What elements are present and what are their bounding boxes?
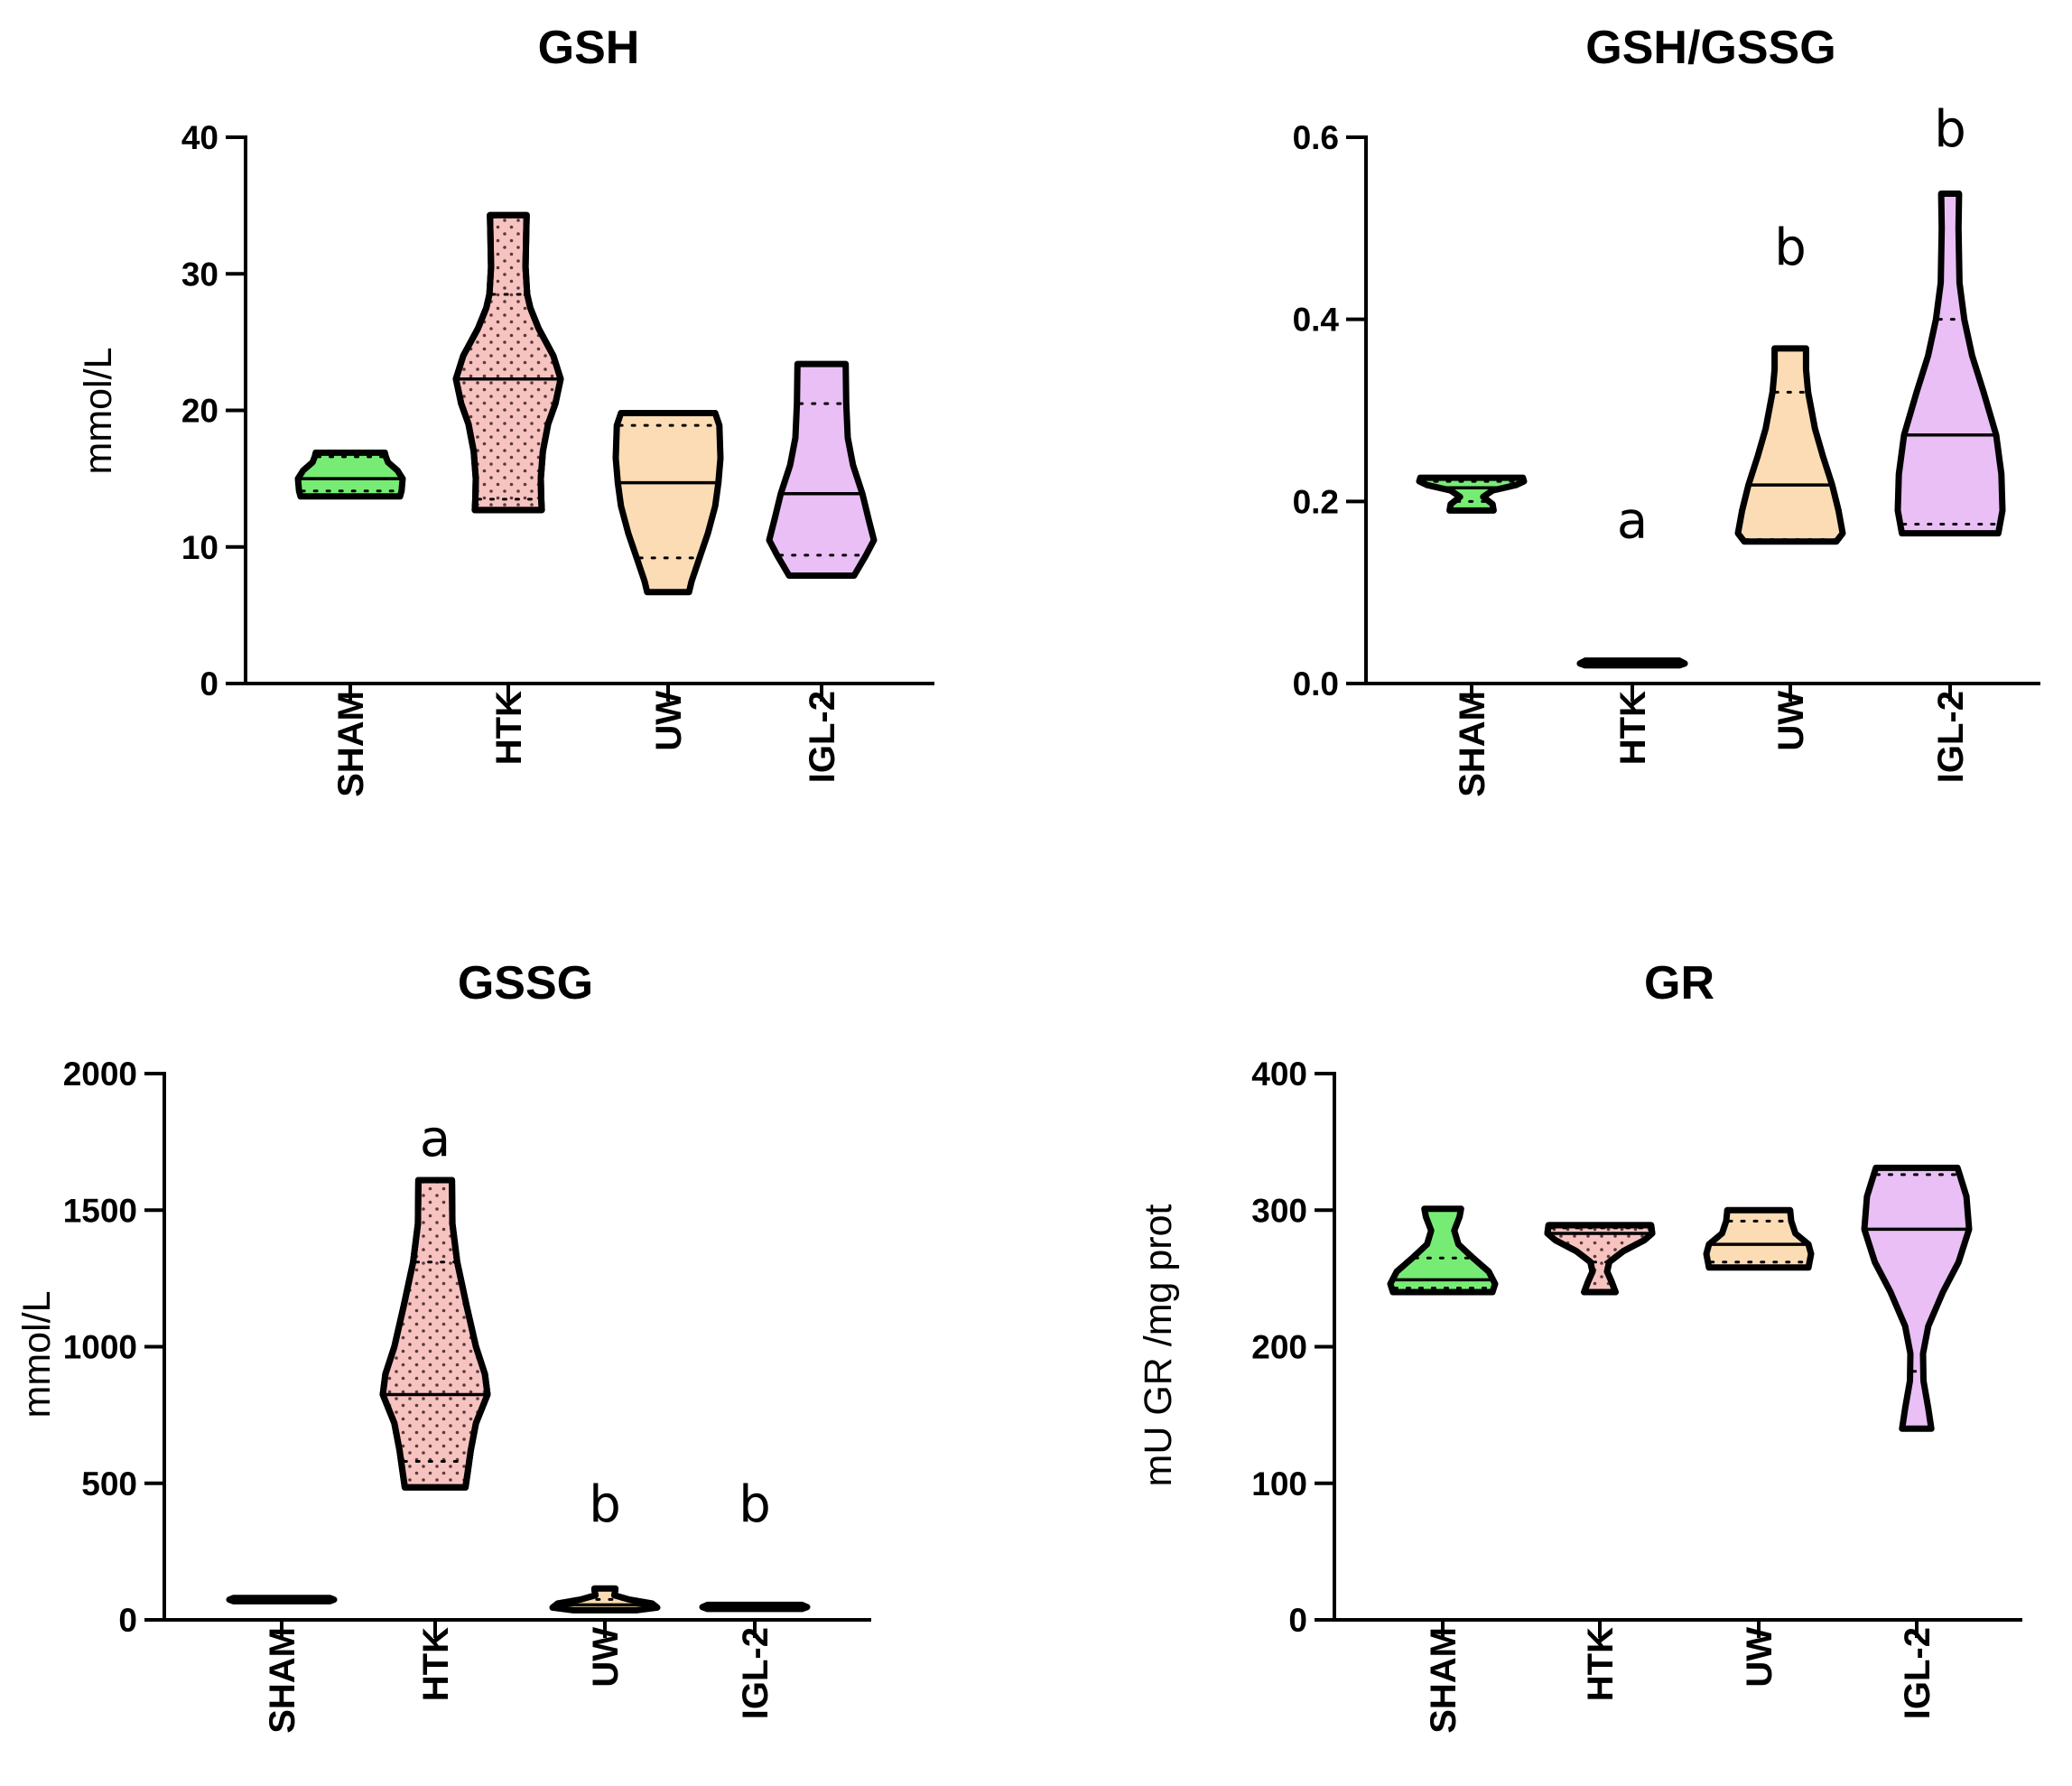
x-tick-label: UW (1740, 1627, 1779, 1688)
violin-outline (379, 1177, 491, 1491)
violin-uw (612, 410, 724, 596)
y-tick-label: 2000 (63, 1056, 137, 1093)
violin-body (1703, 1206, 1815, 1271)
violin-uw (549, 1585, 661, 1614)
y-tick-label: 500 (81, 1465, 137, 1502)
panel-title: GSH/GSSG (1585, 22, 1835, 74)
violin-htk (1576, 657, 1688, 669)
y-axis-label: mU GR /mg prot (1137, 1204, 1180, 1486)
y-tick-label: 200 (1251, 1329, 1307, 1366)
y-tick-label: 300 (1251, 1192, 1307, 1229)
violin-body (1894, 191, 2006, 537)
x-tick-label: HTK (1581, 1627, 1621, 1701)
y-tick-label: 0.2 (1293, 483, 1339, 520)
x-tick-label: UW (1771, 691, 1811, 751)
x-tick-label: IGL-2 (1931, 691, 1971, 783)
plot-area: 0 100 200 300 400 SHAM HTK UW IGL-2 (1251, 1056, 2022, 1734)
x-tick-label: UW (649, 691, 689, 751)
x-tick-label: HTK (1613, 691, 1653, 765)
violin-dot-pattern (456, 215, 561, 510)
panel-gsh-gssg-ratio: GSH/GSSG 0.0 0.2 0.4 0.6 SHAM HTK UW IGL-2 a b b (1293, 22, 2040, 797)
violin-sham (226, 1595, 338, 1605)
violin-sham (1416, 474, 1528, 514)
x-tick-label: HTK (489, 691, 529, 765)
violin-igl-2 (1861, 1164, 1973, 1432)
violin-igl-2 (1894, 191, 2006, 537)
plot-area: 0.0 0.2 0.4 0.6 SHAM HTK UW IGL-2 a b b (1293, 100, 2040, 797)
y-tick-label: 40 (181, 119, 218, 156)
x-tick-label: UW (586, 1627, 626, 1688)
y-tick-label: 0 (1288, 1602, 1307, 1639)
y-tick-label: 0 (200, 665, 218, 702)
x-tick-label: IGL-2 (803, 691, 842, 783)
x-tick-label: IGL-2 (736, 1627, 776, 1719)
violin-htk (452, 211, 564, 514)
panel-gr: GR mU GR /mg prot 0 100 200 300 400 SHAM HTK UW… (1137, 957, 2022, 1734)
violin-body (766, 360, 878, 579)
violin-htk (379, 1177, 491, 1491)
x-tick-label: IGL-2 (1898, 1627, 1937, 1719)
violin-igl-2 (699, 1601, 811, 1613)
violin-igl-2 (766, 360, 878, 579)
violin-sham (1387, 1205, 1499, 1296)
y-tick-label: 0.0 (1293, 665, 1339, 702)
y-tick-label: 0 (118, 1602, 137, 1639)
x-tick-label: SHAM (1453, 691, 1492, 797)
y-tick-label: 30 (181, 256, 218, 293)
plot-area: 0 500 1000 1500 2000 SHAM HTK UW IGL-2 a b b (63, 1056, 871, 1734)
violin-body (294, 449, 406, 500)
x-tick-label: SHAM (331, 691, 371, 797)
y-axis-label: mmol/L (77, 348, 120, 475)
plot-area: 0 10 20 30 40 SHAM HTK UW IGL-2 (181, 119, 934, 797)
violin-dot-pattern (383, 1180, 488, 1488)
violin-dot-pattern (1547, 1224, 1652, 1292)
panel-gsh: GSH mmol/L 0 10 20 30 40 SHAM HTK UW IGL-2 (77, 22, 934, 797)
panel-title: GSSG (458, 957, 593, 1009)
significance-letter: a (1617, 492, 1648, 551)
significance-letter: b (739, 1475, 771, 1534)
y-tick-label: 1500 (63, 1192, 137, 1229)
violin-outline (1544, 1222, 1656, 1296)
y-tick-label: 0.4 (1293, 302, 1340, 339)
y-tick-label: 20 (181, 393, 218, 430)
violin-uw (1703, 1206, 1815, 1271)
x-tick-label: HTK (416, 1627, 456, 1701)
y-tick-label: 10 (181, 529, 218, 566)
violin-body (1416, 474, 1528, 514)
panel-title: GSH (538, 22, 640, 74)
violin-body (1861, 1164, 1973, 1432)
panel-gssg: GSSG mmol/L 0 500 1000 1500 2000 SHAM HTK UW IGL… (15, 957, 871, 1734)
panel-title: GR (1644, 957, 1714, 1009)
violin-sham (294, 449, 406, 500)
significance-letter: b (1934, 100, 1966, 159)
violin-body (1734, 345, 1846, 545)
y-tick-label: 1000 (63, 1329, 137, 1366)
violin-outline (452, 211, 564, 514)
y-tick-label: 400 (1251, 1056, 1307, 1093)
significance-letter: b (1774, 219, 1807, 277)
violin-uw (1734, 345, 1846, 545)
y-axis-label: mmol/L (15, 1291, 59, 1419)
x-tick-label: SHAM (263, 1627, 302, 1734)
violin-body (549, 1585, 661, 1614)
violin-htk (1544, 1222, 1656, 1296)
y-tick-label: 100 (1251, 1465, 1307, 1502)
x-tick-label: SHAM (1424, 1627, 1463, 1734)
significance-letter: a (420, 1110, 451, 1168)
y-tick-label: 0.6 (1293, 119, 1339, 156)
significance-letter: b (589, 1475, 621, 1534)
violin-body (1387, 1205, 1499, 1296)
violin-body (612, 410, 724, 596)
